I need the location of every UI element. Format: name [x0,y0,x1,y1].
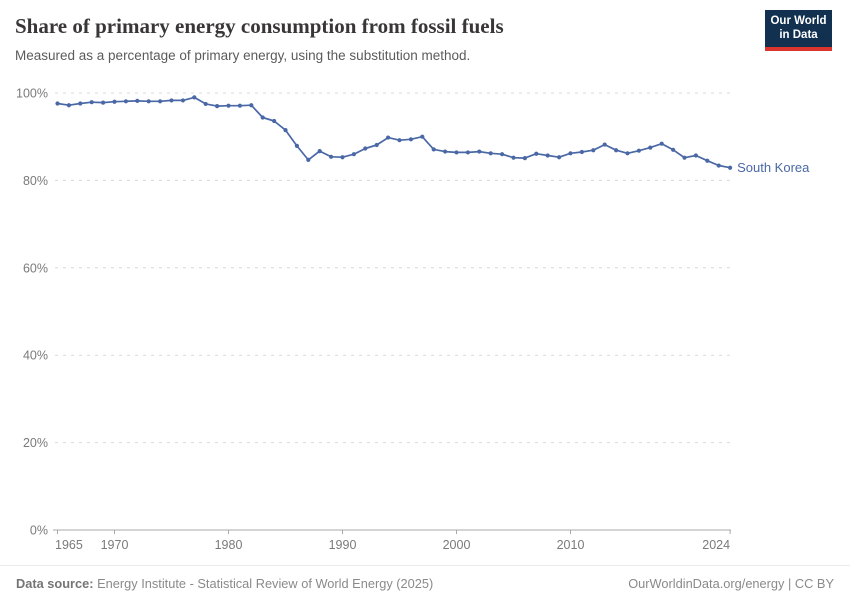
data-point-1972[interactable] [135,98,140,103]
series-line-south-korea[interactable] [56,96,731,169]
x-tick-label-1980: 1980 [215,538,243,552]
data-point-1998[interactable] [431,147,436,152]
data-point-1975[interactable] [169,98,174,103]
data-point-2013[interactable] [602,142,607,147]
data-point-2018[interactable] [659,141,664,146]
y-tick-label-80: 80% [23,174,48,188]
data-point-1969[interactable] [101,100,106,105]
x-tick-label-1965: 1965 [55,538,83,552]
data-point-1974[interactable] [158,99,163,104]
x-tick-label-2010: 2010 [557,538,585,552]
data-point-2024[interactable] [728,165,733,170]
data-point-2014[interactable] [614,148,619,153]
data-point-1992[interactable] [363,146,368,151]
data-point-1990[interactable] [340,155,345,160]
data-point-2019[interactable] [671,147,676,152]
data-point-1993[interactable] [374,142,379,148]
data-point-1970[interactable] [112,99,117,104]
data-point-2020[interactable] [682,155,687,160]
x-tick-label-2024: 2024 [702,538,730,552]
data-source-label: Data source: [16,575,94,591]
data-source-value: Energy Institute - Statistical Review of… [97,575,434,591]
x-tick-label-1970: 1970 [101,538,129,552]
data-point-1973[interactable] [146,99,151,104]
y-tick-label-60: 60% [23,261,48,275]
data-point-2009[interactable] [557,155,562,160]
y-tick-label-20: 20% [23,436,48,450]
page-subtitle: Measured as a percentage of primary ener… [15,48,471,64]
series-end-label[interactable]: South Korea [737,160,810,175]
data-point-2007[interactable] [534,151,539,156]
data-point-1976[interactable] [180,98,185,103]
data-point-1978[interactable] [203,101,208,107]
data-point-1971[interactable] [123,99,128,104]
data-source-text: Data source: Energy Institute - Statisti… [16,576,433,591]
data-point-2000[interactable] [454,150,459,155]
data-point-2006[interactable] [522,156,528,161]
data-point-1997[interactable] [420,134,425,139]
data-point-1967[interactable] [78,101,83,106]
data-point-1996[interactable] [408,137,413,142]
data-point-1999[interactable] [443,149,448,154]
data-point-2016[interactable] [636,148,642,153]
chart-footer: Data source: Energy Institute - Statisti… [0,565,850,600]
data-point-2022[interactable] [705,158,710,163]
data-point-2023[interactable] [716,163,721,168]
data-point-1986[interactable] [294,143,299,148]
y-tick-label-100: 100% [16,87,48,101]
credit-text[interactable]: OurWorldinData.org/energy | CC BY [628,575,834,591]
data-point-2008[interactable] [545,153,550,158]
data-point-1965[interactable] [55,101,60,106]
chart-header: Share of primary energy consumption from… [15,14,750,65]
data-point-2003[interactable] [488,151,493,156]
x-tick-label-2000: 2000 [443,538,471,552]
data-point-1981[interactable] [237,103,242,108]
data-point-2004[interactable] [500,152,505,157]
data-point-2015[interactable] [625,151,630,156]
data-point-2010[interactable] [568,151,573,156]
y-tick-label-40: 40% [23,349,48,363]
data-point-1994[interactable] [386,135,391,140]
data-point-1983[interactable] [260,115,265,120]
data-point-1987[interactable] [306,157,311,162]
data-point-1984[interactable] [272,118,277,124]
data-point-2021[interactable] [693,153,699,158]
data-point-1988[interactable] [317,149,322,154]
y-tick-label-0: 0% [30,524,48,538]
line-chart-svg[interactable]: 0% 20% 40% 60% 80% 100% 1965 1970 1980 1990 2000 20… [0,0,850,560]
x-tick-label-1990: 1990 [329,538,357,552]
data-point-2005[interactable] [511,155,516,160]
owid-logo[interactable]: Our World in Data [765,10,832,51]
data-point-2017[interactable] [648,145,653,150]
data-point-1995[interactable] [397,138,402,143]
data-point-2002[interactable] [477,149,482,154]
data-point-2001[interactable] [465,150,470,155]
data-point-1968[interactable] [89,100,94,105]
data-point-1982[interactable] [249,103,254,108]
data-point-2011[interactable] [579,149,585,155]
data-point-1977[interactable] [192,95,197,100]
plot-area[interactable]: 0% 20% 40% 60% 80% 100% 1965 1970 1980 1990 2000 20… [0,0,850,560]
owid-logo-line1: Our World [770,15,827,27]
data-point-2012[interactable] [591,148,596,153]
data-point-1991[interactable] [351,152,356,157]
data-point-1980[interactable] [226,103,231,108]
data-point-1985[interactable] [283,128,288,133]
data-point-1979[interactable] [215,104,220,109]
data-point-1966[interactable] [66,103,71,108]
page-title: Share of primary energy consumption from… [15,14,504,38]
data-point-1989[interactable] [329,154,334,159]
owid-logo-line2: in Data [779,28,818,41]
